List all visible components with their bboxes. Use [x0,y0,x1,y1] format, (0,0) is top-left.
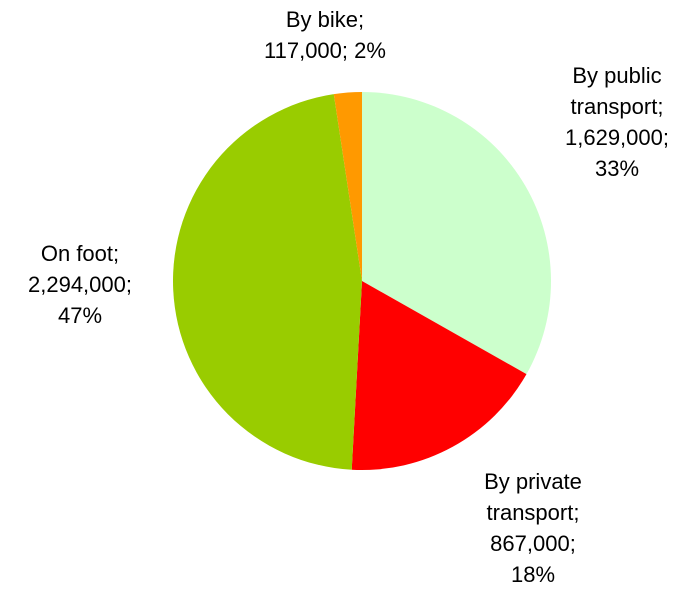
data-label: On foot; 2,294,000; 47% [20,238,140,331]
pie-slice [172,94,362,470]
category: On foot [40,241,114,266]
separator: ; [569,531,576,556]
separator: ; [662,125,669,150]
separator: ; [113,241,120,266]
category: By private transport [484,469,582,525]
category: By public transport [570,63,662,119]
pie-slice [351,281,527,470]
value-label: 2,294,000 [28,272,126,297]
data-label: By private transport; 867,000; 18% [473,466,593,590]
percent-label: 47% [57,303,103,328]
value-label: 867,000 [490,531,570,556]
percent-label: 33% [594,156,640,181]
value-label: 1,629,000 [565,125,663,150]
separator: ; [573,500,580,525]
separator: ; [341,38,349,63]
category: By bike [285,7,359,32]
pie-slice [362,92,551,375]
separator: ; [125,272,132,297]
data-label: By public transport; 1,629,000; 33% [547,60,687,184]
separator: ; [358,7,365,32]
percent-label: 18% [510,562,556,587]
pie-slice [333,92,362,281]
percent-label: 2% [354,38,386,63]
data-label: By bike; 117,000; 2% [250,4,400,66]
value-label: 117,000 [264,38,342,63]
separator: ; [657,94,664,119]
